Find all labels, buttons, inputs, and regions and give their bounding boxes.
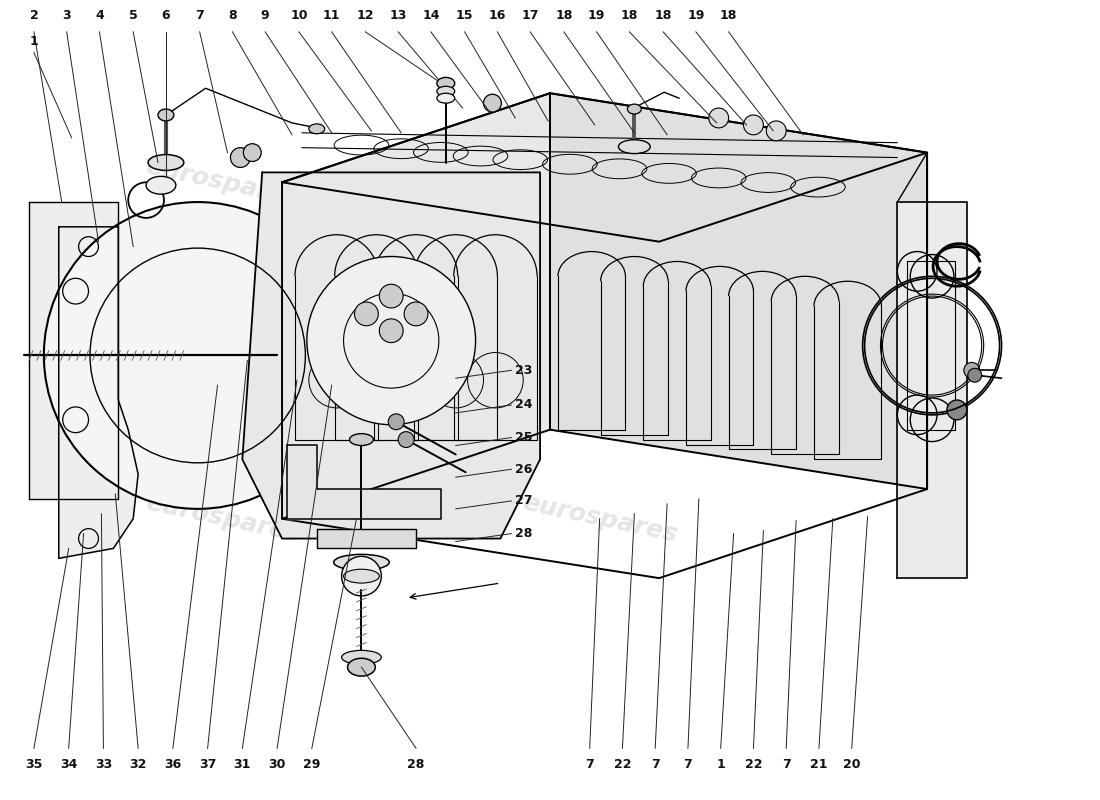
Ellipse shape (350, 434, 373, 446)
Polygon shape (898, 202, 967, 578)
Text: eurospares: eurospares (520, 490, 680, 547)
Circle shape (767, 121, 786, 141)
Text: 35: 35 (25, 758, 43, 771)
Polygon shape (282, 94, 550, 518)
Circle shape (388, 414, 404, 430)
Text: 32: 32 (130, 758, 146, 771)
Circle shape (404, 302, 428, 326)
Text: 7: 7 (196, 9, 204, 22)
Ellipse shape (146, 176, 176, 194)
Circle shape (964, 362, 980, 378)
Ellipse shape (333, 554, 389, 570)
Circle shape (968, 368, 981, 382)
Circle shape (342, 556, 382, 596)
Text: 18: 18 (654, 9, 672, 22)
Text: 18: 18 (620, 9, 638, 22)
Polygon shape (242, 172, 540, 538)
Ellipse shape (348, 658, 375, 676)
Circle shape (484, 94, 502, 112)
Ellipse shape (437, 94, 454, 103)
Text: eurospares: eurospares (143, 490, 302, 547)
Text: 7: 7 (782, 758, 791, 771)
Text: 8: 8 (228, 9, 236, 22)
Ellipse shape (148, 154, 184, 170)
Text: 7: 7 (585, 758, 594, 771)
Ellipse shape (342, 650, 382, 664)
Text: 27: 27 (515, 494, 532, 507)
Text: eurospares: eurospares (143, 154, 302, 210)
Text: 12: 12 (356, 9, 374, 22)
Circle shape (307, 257, 475, 425)
Text: 36: 36 (164, 758, 182, 771)
Text: 30: 30 (268, 758, 286, 771)
Text: 19: 19 (688, 9, 705, 22)
Text: 3: 3 (63, 9, 72, 22)
Text: 6: 6 (162, 9, 170, 22)
Text: 7: 7 (683, 758, 692, 771)
Text: eurospares: eurospares (520, 154, 680, 210)
Ellipse shape (627, 104, 641, 114)
Ellipse shape (437, 78, 454, 90)
Text: 16: 16 (488, 9, 506, 22)
Circle shape (230, 148, 251, 167)
Circle shape (708, 108, 728, 128)
Text: 18: 18 (719, 9, 737, 22)
Ellipse shape (437, 86, 454, 96)
Circle shape (947, 400, 967, 420)
Polygon shape (58, 227, 139, 558)
Text: 10: 10 (290, 9, 308, 22)
Text: 7: 7 (651, 758, 660, 771)
Circle shape (44, 202, 352, 509)
Text: 24: 24 (515, 398, 532, 411)
Text: 22: 22 (745, 758, 762, 771)
Polygon shape (29, 202, 119, 499)
Polygon shape (317, 529, 416, 549)
Text: 25: 25 (515, 431, 532, 444)
Text: 28: 28 (407, 758, 425, 771)
Circle shape (379, 284, 403, 308)
Text: 18: 18 (556, 9, 573, 22)
Circle shape (398, 432, 414, 447)
Text: 14: 14 (422, 9, 440, 22)
Text: 20: 20 (843, 758, 860, 771)
Text: 15: 15 (455, 9, 473, 22)
Circle shape (379, 319, 403, 342)
Text: 21: 21 (811, 758, 827, 771)
Text: 37: 37 (199, 758, 217, 771)
Text: 5: 5 (129, 9, 138, 22)
Text: 11: 11 (323, 9, 340, 22)
Ellipse shape (343, 570, 379, 583)
Text: 9: 9 (261, 9, 270, 22)
Text: 17: 17 (521, 9, 539, 22)
Text: 22: 22 (614, 758, 631, 771)
Ellipse shape (309, 124, 324, 134)
Text: 23: 23 (515, 364, 532, 377)
Text: 29: 29 (304, 758, 320, 771)
Circle shape (744, 115, 763, 134)
Text: 33: 33 (95, 758, 112, 771)
Ellipse shape (618, 140, 650, 154)
Text: 19: 19 (588, 9, 605, 22)
Circle shape (243, 144, 261, 162)
Polygon shape (287, 445, 441, 518)
Text: 1: 1 (716, 758, 725, 771)
Text: 13: 13 (389, 9, 407, 22)
Polygon shape (550, 94, 927, 489)
Text: 4: 4 (95, 9, 103, 22)
Polygon shape (282, 94, 927, 242)
Text: 26: 26 (515, 462, 532, 476)
Circle shape (354, 302, 378, 326)
Ellipse shape (158, 109, 174, 121)
Text: 34: 34 (60, 758, 77, 771)
Text: 31: 31 (233, 758, 251, 771)
Text: 2: 2 (30, 9, 38, 22)
Text: 28: 28 (515, 527, 532, 540)
Text: 1: 1 (30, 34, 38, 48)
